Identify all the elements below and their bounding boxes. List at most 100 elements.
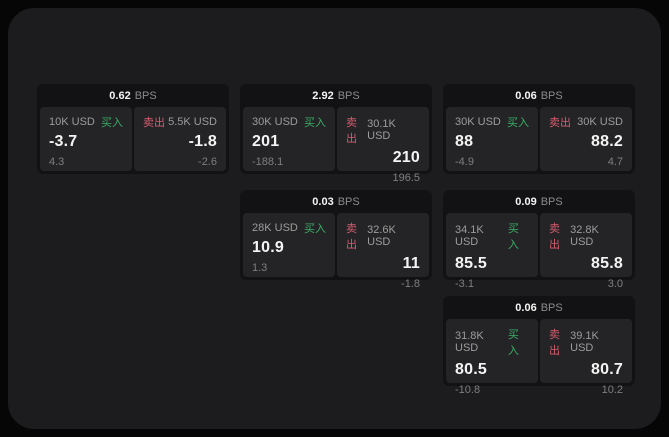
buy-panel-top-row: 30K USD 买入 xyxy=(252,114,326,130)
buy-side-label: 买入 xyxy=(304,223,326,235)
bps-value: 0.62 xyxy=(109,89,131,102)
buy-amount-label: 30K USD xyxy=(252,116,298,128)
card-body: 30K USD 买入 201 -188.1 卖出 30.1K USD 210 1… xyxy=(240,107,432,184)
buy-panel-top-row: 28K USD 买入 xyxy=(252,220,326,236)
sell-sub-value: -2.6 xyxy=(198,156,217,168)
buy-panel-top-row: 34.1K USD 买入 xyxy=(455,220,529,252)
bps-value: 0.06 xyxy=(515,301,537,314)
sell-amount-label: 32.6K USD xyxy=(367,224,396,248)
bps-unit-label: BPS xyxy=(540,195,563,208)
buy-sub-value: -188.1 xyxy=(252,156,284,168)
sell-side-label: 卖出 xyxy=(346,223,357,251)
bps-unit-label: BPS xyxy=(540,89,563,102)
buy-side-label: 买入 xyxy=(101,117,123,129)
buy-panel-top-row: 31.8K USD 买入 xyxy=(455,326,529,358)
sell-price-value: 85.8 xyxy=(591,255,623,272)
sell-quote-panel[interactable]: 卖出 39.1K USD 80.7 10.2 xyxy=(540,319,632,396)
buy-quote-panel[interactable]: 10K USD 买入 -3.7 4.3 xyxy=(40,107,132,171)
buy-quote-panel[interactable]: 28K USD 买入 10.9 1.3 xyxy=(243,213,335,277)
sell-quote-panel[interactable]: 卖出 30.1K USD 210 196.5 xyxy=(337,107,429,184)
buy-side-label: 买入 xyxy=(507,117,529,129)
sell-side-label: 卖出 xyxy=(346,117,357,145)
sell-quote-panel[interactable]: 卖出 5.5K USD -1.8 -2.6 xyxy=(134,107,226,171)
bps-unit-label: BPS xyxy=(337,195,360,208)
buy-sub-value: -3.1 xyxy=(455,278,474,290)
card-header: 0.03 BPS xyxy=(240,190,432,213)
sell-price-value: -1.8 xyxy=(188,133,217,150)
quote-card[interactable]: 2.92 BPS 30K USD 买入 201 -188.1 卖出 30.1K … xyxy=(240,84,432,184)
buy-price-value: -3.7 xyxy=(49,133,78,150)
buy-quote-panel[interactable]: 31.8K USD 买入 80.5 -10.8 xyxy=(446,319,538,396)
buy-amount-label: 10K USD xyxy=(49,116,95,128)
sell-panel-top-row: 卖出 39.1K USD xyxy=(549,326,623,358)
sell-amount-label: 32.8K USD xyxy=(570,224,599,248)
quote-card[interactable]: 0.09 BPS 34.1K USD 买入 85.5 -3.1 卖出 32.8K… xyxy=(443,190,635,290)
bps-unit-label: BPS xyxy=(337,89,360,102)
buy-amount-label: 30K USD xyxy=(455,116,501,128)
card-body: 30K USD 买入 88 -4.9 卖出 30K USD 88.2 4.7 xyxy=(443,107,635,171)
sell-price-value: 88.2 xyxy=(591,133,623,150)
bps-unit-label: BPS xyxy=(134,89,157,102)
buy-sub-value: 4.3 xyxy=(49,156,65,168)
sell-quote-panel[interactable]: 卖出 30K USD 88.2 4.7 xyxy=(540,107,632,171)
sell-panel-top-row: 卖出 5.5K USD xyxy=(143,114,217,130)
bps-value: 0.03 xyxy=(312,195,334,208)
buy-quote-panel[interactable]: 30K USD 买入 88 -4.9 xyxy=(446,107,538,171)
buy-side-label: 买入 xyxy=(507,329,519,357)
buy-side-label: 买入 xyxy=(507,223,519,251)
buy-amount-label: 28K USD xyxy=(252,222,298,234)
buy-panel-top-row: 10K USD 买入 xyxy=(49,114,123,130)
quotes-panel: 0.62 BPS 10K USD 买入 -3.7 4.3 卖出 5.5K USD… xyxy=(8,8,661,429)
buy-price-value: 80.5 xyxy=(455,361,487,378)
sell-panel-top-row: 卖出 30K USD xyxy=(549,114,623,130)
card-header: 0.62 BPS xyxy=(37,84,229,107)
sell-side-label: 卖出 xyxy=(549,223,560,251)
sell-sub-value: -1.8 xyxy=(401,278,420,290)
buy-amount-label: 34.1K USD xyxy=(455,224,484,248)
sell-sub-value: 10.2 xyxy=(601,384,623,396)
sell-price-value: 80.7 xyxy=(591,361,623,378)
sell-amount-label: 30.1K USD xyxy=(367,118,396,142)
sell-quote-panel[interactable]: 卖出 32.6K USD 11 -1.8 xyxy=(337,213,429,290)
sell-side-label: 卖出 xyxy=(549,329,560,357)
card-body: 10K USD 买入 -3.7 4.3 卖出 5.5K USD -1.8 -2.… xyxy=(37,107,229,171)
buy-sub-value: 1.3 xyxy=(252,262,268,274)
sell-sub-value: 4.7 xyxy=(607,156,623,168)
sell-quote-panel[interactable]: 卖出 32.8K USD 85.8 3.0 xyxy=(540,213,632,290)
buy-sub-value: -10.8 xyxy=(455,384,481,396)
buy-side-label: 买入 xyxy=(304,117,326,129)
card-body: 31.8K USD 买入 80.5 -10.8 卖出 39.1K USD 80.… xyxy=(443,319,635,396)
quote-card[interactable]: 0.06 BPS 30K USD 买入 88 -4.9 卖出 30K USD 8… xyxy=(443,84,635,174)
sell-amount-label: 5.5K USD xyxy=(168,116,217,128)
sell-side-label: 卖出 xyxy=(549,117,571,129)
sell-amount-label: 39.1K USD xyxy=(570,330,599,354)
sell-sub-value: 3.0 xyxy=(607,278,623,290)
buy-price-value: 88 xyxy=(455,133,474,150)
sell-panel-top-row: 卖出 30.1K USD xyxy=(346,114,420,146)
sell-price-value: 11 xyxy=(402,255,420,272)
buy-price-value: 85.5 xyxy=(455,255,487,272)
sell-panel-top-row: 卖出 32.6K USD xyxy=(346,220,420,252)
quote-card[interactable]: 0.03 BPS 28K USD 买入 10.9 1.3 卖出 32.6K US… xyxy=(240,190,432,290)
card-header: 0.06 BPS xyxy=(443,296,635,319)
bps-value: 2.92 xyxy=(312,89,334,102)
card-body: 28K USD 买入 10.9 1.3 卖出 32.6K USD 11 -1.8 xyxy=(240,213,432,290)
buy-sub-value: -4.9 xyxy=(455,156,474,168)
buy-price-value: 201 xyxy=(252,133,280,150)
card-body: 34.1K USD 买入 85.5 -3.1 卖出 32.8K USD 85.8… xyxy=(443,213,635,290)
sell-sub-value: 196.5 xyxy=(392,172,420,184)
quote-card[interactable]: 0.62 BPS 10K USD 买入 -3.7 4.3 卖出 5.5K USD… xyxy=(37,84,229,174)
card-header: 0.06 BPS xyxy=(443,84,635,107)
sell-amount-label: 30K USD xyxy=(577,116,623,128)
buy-amount-label: 31.8K USD xyxy=(455,330,484,354)
buy-panel-top-row: 30K USD 买入 xyxy=(455,114,529,130)
sell-side-label: 卖出 xyxy=(143,117,165,129)
card-header: 0.09 BPS xyxy=(443,190,635,213)
quote-card[interactable]: 0.06 BPS 31.8K USD 买入 80.5 -10.8 卖出 39.1… xyxy=(443,296,635,396)
sell-panel-top-row: 卖出 32.8K USD xyxy=(549,220,623,252)
buy-quote-panel[interactable]: 34.1K USD 买入 85.5 -3.1 xyxy=(446,213,538,290)
bps-value: 0.06 xyxy=(515,89,537,102)
card-header: 2.92 BPS xyxy=(240,84,432,107)
bps-unit-label: BPS xyxy=(540,301,563,314)
buy-quote-panel[interactable]: 30K USD 买入 201 -188.1 xyxy=(243,107,335,171)
